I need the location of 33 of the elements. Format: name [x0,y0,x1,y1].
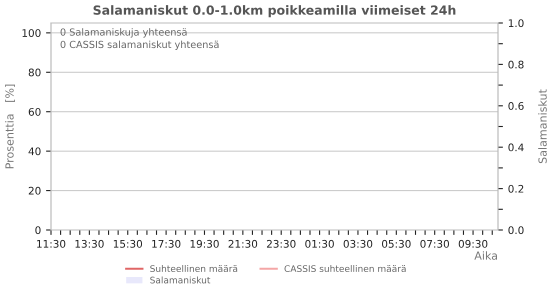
x-tick-label: 05:30 [382,240,411,248]
x-tick-label: 13:30 [76,240,104,248]
annotation: 0 CASSIS salamaniskut yhteensä [60,40,219,50]
y2-tick-label: 0.4 [508,143,524,152]
chart-title: Salamaniskut 0.0-1.0km poikkeamilla viimeiset 24h [94,5,456,18]
y-tick-label: 80 [28,68,41,76]
x-tick-label: 11:30 [37,240,66,248]
y2-tick-label: 0.2 [508,184,524,193]
x-tick-label: 03:30 [344,240,372,248]
y2-tick-label: 0.6 [508,102,524,110]
y-tick-label: 0 [35,226,41,234]
x-axis-title: Aika [474,251,497,260]
x-tick-label: 09:30 [458,240,488,248]
x-tick-label: 01:30 [305,240,334,248]
y2-tick-label: 0.0 [508,226,524,234]
x-tick-label: 19:30 [190,240,219,248]
x-tick-label: 17:30 [152,240,180,248]
legend-label: Suhteellinen määrä [150,265,238,272]
y-tick-label: 20 [28,186,41,195]
y-axis-title: Prosenttia [%] [5,84,15,168]
x-tick-label: 07:30 [420,240,450,248]
y2-tick-label: 0.8 [508,60,524,69]
legend-label: CASSIS suhteellinen määrä [284,265,406,272]
x-tick-label: 21:30 [228,240,258,248]
annotation: 0 Salamaniskuja yhteensä [60,28,187,38]
y-tick-label: 40 [28,147,41,156]
x-tick-label: 15:30 [114,240,142,248]
legend-label: Salamaniskut [150,276,210,284]
y-tick-label: 100 [22,29,41,37]
y2-axis-title: Salamaniskut [538,89,547,164]
y-tick-label: 60 [28,108,41,116]
x-tick-label: 23:30 [266,240,296,248]
y2-tick-label: 1.0 [508,19,524,28]
